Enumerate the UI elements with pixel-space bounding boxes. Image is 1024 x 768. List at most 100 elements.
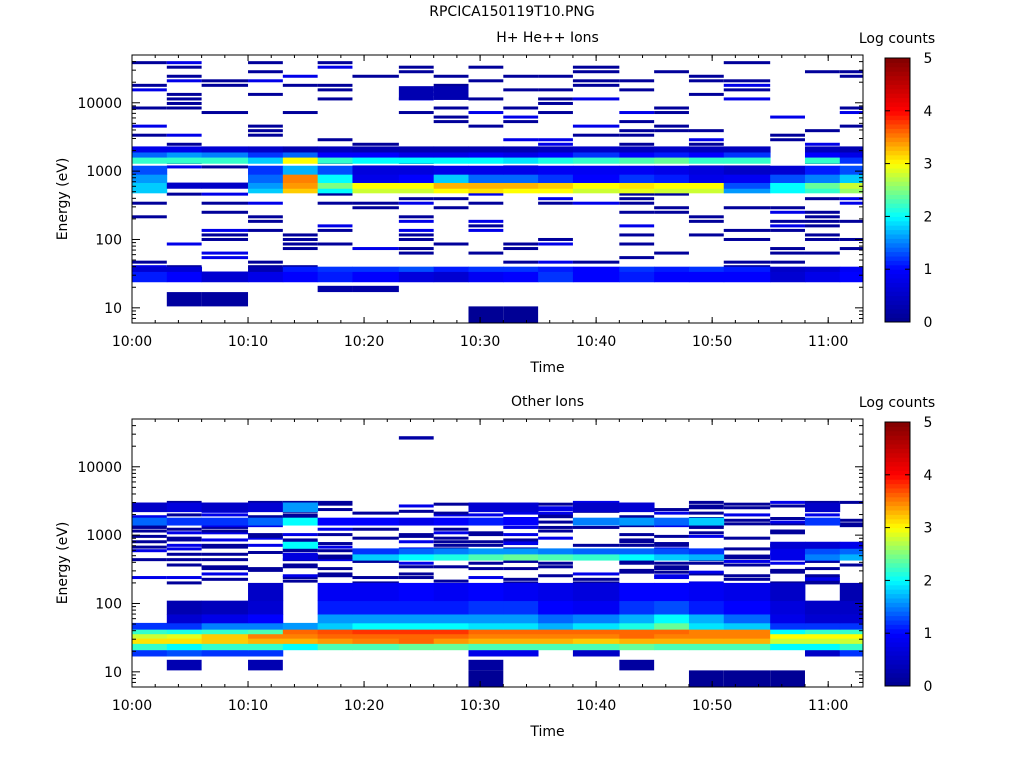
- heatmap-cell: [538, 506, 573, 510]
- heatmap-cell: [619, 524, 655, 528]
- heatmap-cell: [132, 629, 168, 635]
- heatmap-cells: [132, 61, 863, 323]
- heatmap-cell: [201, 643, 249, 651]
- heatmap-cell: [503, 540, 539, 544]
- heatmap-cell: [132, 88, 167, 92]
- heatmap-cell: [688, 570, 724, 574]
- heatmap-cell: [248, 534, 283, 538]
- heatmap-cell: [538, 515, 573, 519]
- heatmap-cell: [770, 529, 805, 533]
- heatmap-cell: [688, 182, 725, 189]
- chart-title: Other Ions: [511, 394, 584, 410]
- colorbar-step: [885, 496, 910, 502]
- x-tick-label: 10:30: [460, 698, 500, 714]
- heatmap-cell: [317, 88, 353, 92]
- heatmap-cell: [317, 638, 353, 644]
- heatmap-cell: [433, 74, 469, 78]
- heatmap-cell: [770, 174, 806, 183]
- heatmap-cell: [282, 74, 318, 78]
- colorbar-label: Log counts: [859, 31, 935, 47]
- heatmap-cell: [166, 133, 202, 137]
- colorbar-step: [885, 190, 910, 195]
- heatmap-cell: [804, 500, 840, 504]
- heatmap-cell: [654, 182, 690, 189]
- heatmap-cell: [538, 174, 574, 183]
- heatmap-cell: [166, 92, 202, 96]
- colorbar-step: [885, 655, 910, 661]
- heatmap-cell: [166, 97, 202, 101]
- heatmap-cell: [317, 242, 353, 246]
- heatmap-cell: [619, 568, 655, 572]
- heatmap-cell: [538, 513, 573, 517]
- heatmap-cell: [201, 271, 249, 283]
- heatmap-cell: [723, 638, 771, 644]
- heatmap-cell: [132, 525, 167, 529]
- heatmap-cell: [688, 561, 724, 565]
- heatmap-cell: [201, 552, 249, 556]
- heatmap-cell: [688, 534, 724, 538]
- heatmap-cell: [132, 174, 168, 183]
- heatmap-cell: [572, 124, 620, 128]
- heatmap-cell: [132, 576, 167, 580]
- heatmap-cell: [804, 579, 840, 583]
- heatmap-cell: [166, 531, 202, 535]
- x-tick-label: 11:00: [808, 698, 848, 714]
- heatmap-cell: [538, 502, 573, 506]
- colorbar-step: [885, 220, 910, 226]
- heatmap-cell: [723, 182, 771, 189]
- heatmap-cell: [770, 553, 806, 561]
- heatmap-cell: [839, 174, 863, 183]
- heatmap-cell: [572, 643, 620, 651]
- heatmap-cell: [468, 540, 504, 544]
- heatmap-cell: [619, 88, 655, 92]
- heatmap-cell: [654, 629, 690, 635]
- x-tick-label: 10:50: [692, 334, 732, 350]
- heatmap-cell: [468, 638, 504, 644]
- heatmap-cell: [433, 629, 469, 635]
- colorbar-step: [885, 642, 910, 647]
- heatmap-cell: [398, 572, 434, 576]
- heatmap-cell: [839, 633, 863, 639]
- heatmap-cell: [839, 266, 863, 272]
- heatmap-cell: [282, 565, 318, 569]
- heatmap-cell: [282, 502, 319, 513]
- heatmap-cell: [398, 70, 434, 74]
- heatmap-cell: [572, 271, 620, 283]
- heatmap-cell: [654, 266, 690, 272]
- heatmap-cell: [248, 517, 284, 526]
- colorbar-step: [885, 71, 910, 77]
- heatmap-cell: [132, 529, 167, 533]
- heatmap-cell: [132, 133, 167, 137]
- heatmap-cell: [839, 629, 863, 635]
- heatmap-cell: [201, 152, 249, 158]
- heatmap-cell: [433, 271, 469, 283]
- heatmap-cell: [839, 271, 863, 283]
- colorbar-step: [885, 286, 910, 292]
- heatmap-cell: [723, 97, 771, 101]
- heatmap-cell: [201, 165, 249, 169]
- heatmap-cell: [619, 540, 655, 544]
- y-axis-label: Energy (eV): [55, 158, 71, 241]
- heatmap-cell: [619, 543, 655, 547]
- heatmap-cell: [282, 622, 319, 630]
- heatmap-cell: [723, 554, 771, 558]
- heatmap-cell: [132, 524, 167, 528]
- heatmap-cell: [538, 582, 574, 602]
- heatmap-cell: [433, 106, 469, 110]
- heatmap-cell: [503, 614, 539, 624]
- heatmap-cell: [317, 192, 353, 196]
- heatmap-cell: [654, 157, 690, 164]
- colorbar-step: [885, 593, 910, 599]
- heatmap-cell: [166, 659, 202, 671]
- heatmap-cell: [839, 124, 863, 128]
- heatmap-cell: [132, 124, 167, 128]
- heatmap-cell: [723, 536, 771, 540]
- heatmap-cell: [503, 146, 539, 153]
- colorbar-step: [885, 426, 910, 432]
- heatmap-cell: [770, 138, 805, 142]
- x-tick-label: 10:50: [692, 698, 732, 714]
- heatmap-cell: [282, 165, 319, 175]
- heatmap-cell: [688, 633, 725, 639]
- colorbar-tick-label: 1: [924, 262, 933, 278]
- heatmap-cell: [503, 629, 539, 635]
